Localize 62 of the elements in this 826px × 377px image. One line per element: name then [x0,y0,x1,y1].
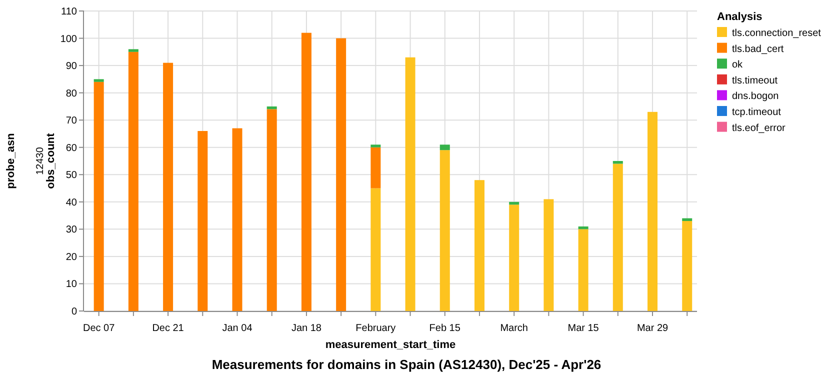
bar [440,144,450,150]
y-tick-label: 30 [66,224,78,236]
bar [370,188,381,311]
text: Measurements for domains in Spain (AS12430), Dec'25 - Apr'26 [212,357,602,372]
legend-label: ok [732,60,744,71]
bar [128,52,138,311]
x-axis-title: measurement_start_time [325,339,456,351]
bar [612,161,623,164]
bar [94,82,104,311]
bar [128,49,138,52]
bar [336,38,346,311]
x-tick-label: Mar 29 [636,323,669,334]
y-axis-title: obs_count [45,132,57,189]
bar [370,147,381,188]
legend-label: dns.bogon [732,91,779,102]
legend-label: tls.bad_cert [732,44,784,55]
y-tick-label: 40 [66,197,78,208]
y-tick-label: 20 [66,252,78,263]
bar [405,57,416,311]
bar [648,112,658,311]
bar [266,106,277,110]
x-tick-label: March [500,323,528,334]
y-tick-label: 110 [61,6,78,18]
x-tick-label: Feb 15 [429,323,461,334]
y-tick-label: 0 [71,306,78,318]
x-tick-label: February [356,323,396,334]
bar [682,218,692,221]
bar [370,144,381,148]
legend-label: tls.connection_reset [732,28,822,39]
y-tick-label: 100 [60,34,78,45]
x-tick-label: Dec 21 [152,323,184,334]
text: 12430 [35,146,46,175]
legend-label: tls.eof_error [732,122,786,134]
legend-label: tls.timeout [732,75,778,86]
bar [544,199,554,311]
bar [474,180,484,311]
x-tick-label: Jan 18 [291,323,322,334]
bar [509,204,520,311]
y-tick-label: 70 [66,116,78,127]
bar [301,32,312,311]
y-tick-label: 90 [66,61,78,72]
bar [94,79,104,82]
legend-title: Analysis [717,11,762,23]
bar [266,109,277,311]
bar [612,164,623,311]
x-tick-label: Jan 04 [222,323,253,334]
bar [578,229,588,311]
bar [163,62,174,311]
x-tick-label: Dec 07 [82,323,116,334]
y-tick-label: 50 [66,170,78,182]
y-tick-label: 80 [66,88,78,100]
bar [232,128,242,311]
x-tick-label: Mar 15 [568,323,600,334]
legend-label: tcp.timeout [732,107,782,118]
text: probe_asn [5,132,17,189]
bar [509,202,520,205]
bar [578,226,588,230]
bar [682,221,692,311]
y-tick-label: 10 [66,279,78,290]
y-tick-label: 60 [66,142,78,154]
bar [198,131,208,311]
bar [440,150,450,311]
